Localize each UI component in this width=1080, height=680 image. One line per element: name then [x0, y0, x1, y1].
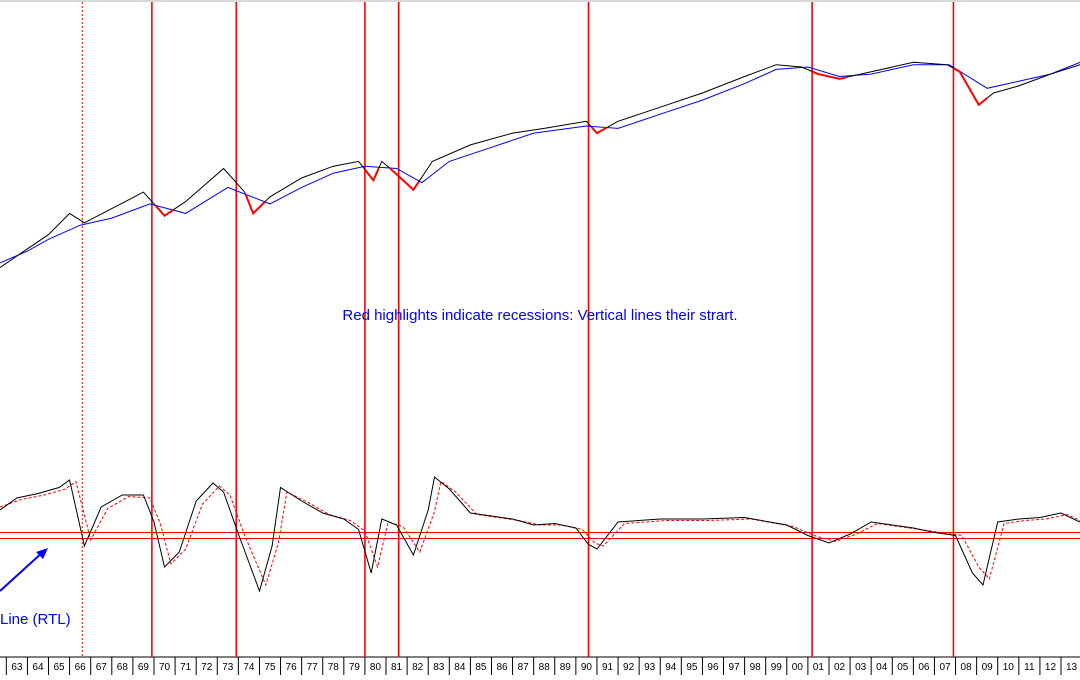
- x-tick-label: 93: [644, 662, 656, 673]
- indicator-line: [0, 476, 1080, 593]
- x-tick-label: 75: [264, 662, 276, 673]
- recession-highlight: [590, 126, 607, 135]
- x-tick-label: 98: [750, 662, 762, 673]
- x-tick-label: 06: [918, 662, 930, 673]
- x-tick-label: 01: [813, 662, 825, 673]
- recession-note: Red highlights indicate recessions: Vert…: [342, 307, 737, 324]
- x-tick-label: 86: [496, 662, 508, 673]
- x-tick-label: 99: [771, 662, 783, 673]
- x-tick-label: 96: [707, 662, 719, 673]
- x-tick-label: 77: [307, 662, 319, 673]
- x-tick-label: 02: [834, 662, 846, 673]
- recession-highlight: [364, 168, 380, 183]
- x-tick-label: 65: [54, 662, 66, 673]
- x-tick-label: 89: [560, 662, 572, 673]
- indicator-signal-line: [0, 480, 1080, 587]
- x-tick-label: 85: [475, 662, 487, 673]
- x-tick-label: 12: [1045, 662, 1057, 673]
- x-tick-label: 67: [96, 662, 108, 673]
- x-tick-label: 05: [897, 662, 909, 673]
- x-tick-label: 04: [876, 662, 888, 673]
- x-tick-label: 74: [243, 662, 255, 673]
- x-tick-label: 94: [665, 662, 677, 673]
- recession-highlight: [244, 194, 266, 216]
- x-tick-label: 82: [412, 662, 424, 673]
- x-tick-label: 78: [328, 662, 340, 673]
- recession-highlight: [811, 70, 847, 80]
- recession-highlight: [952, 67, 988, 107]
- recession-highlight: [155, 205, 174, 218]
- arrow-head: [36, 548, 48, 559]
- x-tick-label: 73: [222, 662, 234, 673]
- x-tick-label: 08: [961, 662, 973, 673]
- recession-highlight: [397, 175, 420, 192]
- x-tick-label: 07: [939, 662, 951, 673]
- x-tick-label: 71: [180, 662, 192, 673]
- arrow-shaft: [0, 550, 45, 592]
- x-tick-label: 13: [1066, 662, 1078, 673]
- x-tick-label: 11: [1024, 662, 1035, 673]
- x-tick-label: 63: [11, 662, 23, 673]
- x-tick-label: 91: [602, 662, 614, 673]
- x-tick-label: 80: [370, 662, 382, 673]
- x-tick-label: 66: [75, 662, 87, 673]
- x-tick-label: 00: [792, 662, 804, 673]
- x-tick-label: 84: [454, 662, 466, 673]
- recession-highlight: [389, 167, 400, 177]
- x-tick-label: 87: [518, 662, 530, 673]
- price-line: [0, 61, 1080, 269]
- x-tick-label: 95: [686, 662, 698, 673]
- x-tick-label: 83: [433, 662, 445, 673]
- moving-average-line: [0, 61, 1080, 264]
- x-tick-label: 97: [729, 662, 741, 673]
- indicator-label: Line (RTL): [0, 611, 71, 628]
- x-tick-label: 76: [286, 662, 298, 673]
- x-tick-label: 72: [201, 662, 213, 673]
- x-tick-label: 90: [581, 662, 593, 673]
- x-tick-label: 10: [1003, 662, 1015, 673]
- x-tick-label: 81: [391, 662, 403, 673]
- x-tick-label: 79: [349, 662, 361, 673]
- x-tick-label: 09: [982, 662, 994, 673]
- x-tick-label: 92: [623, 662, 635, 673]
- x-tick-label: 64: [32, 662, 44, 673]
- x-tick-label: 68: [117, 662, 129, 673]
- x-tick-label: 70: [159, 662, 171, 673]
- x-tick-label: 69: [138, 662, 150, 673]
- x-tick-label: 88: [539, 662, 551, 673]
- x-tick-label: 03: [855, 662, 867, 673]
